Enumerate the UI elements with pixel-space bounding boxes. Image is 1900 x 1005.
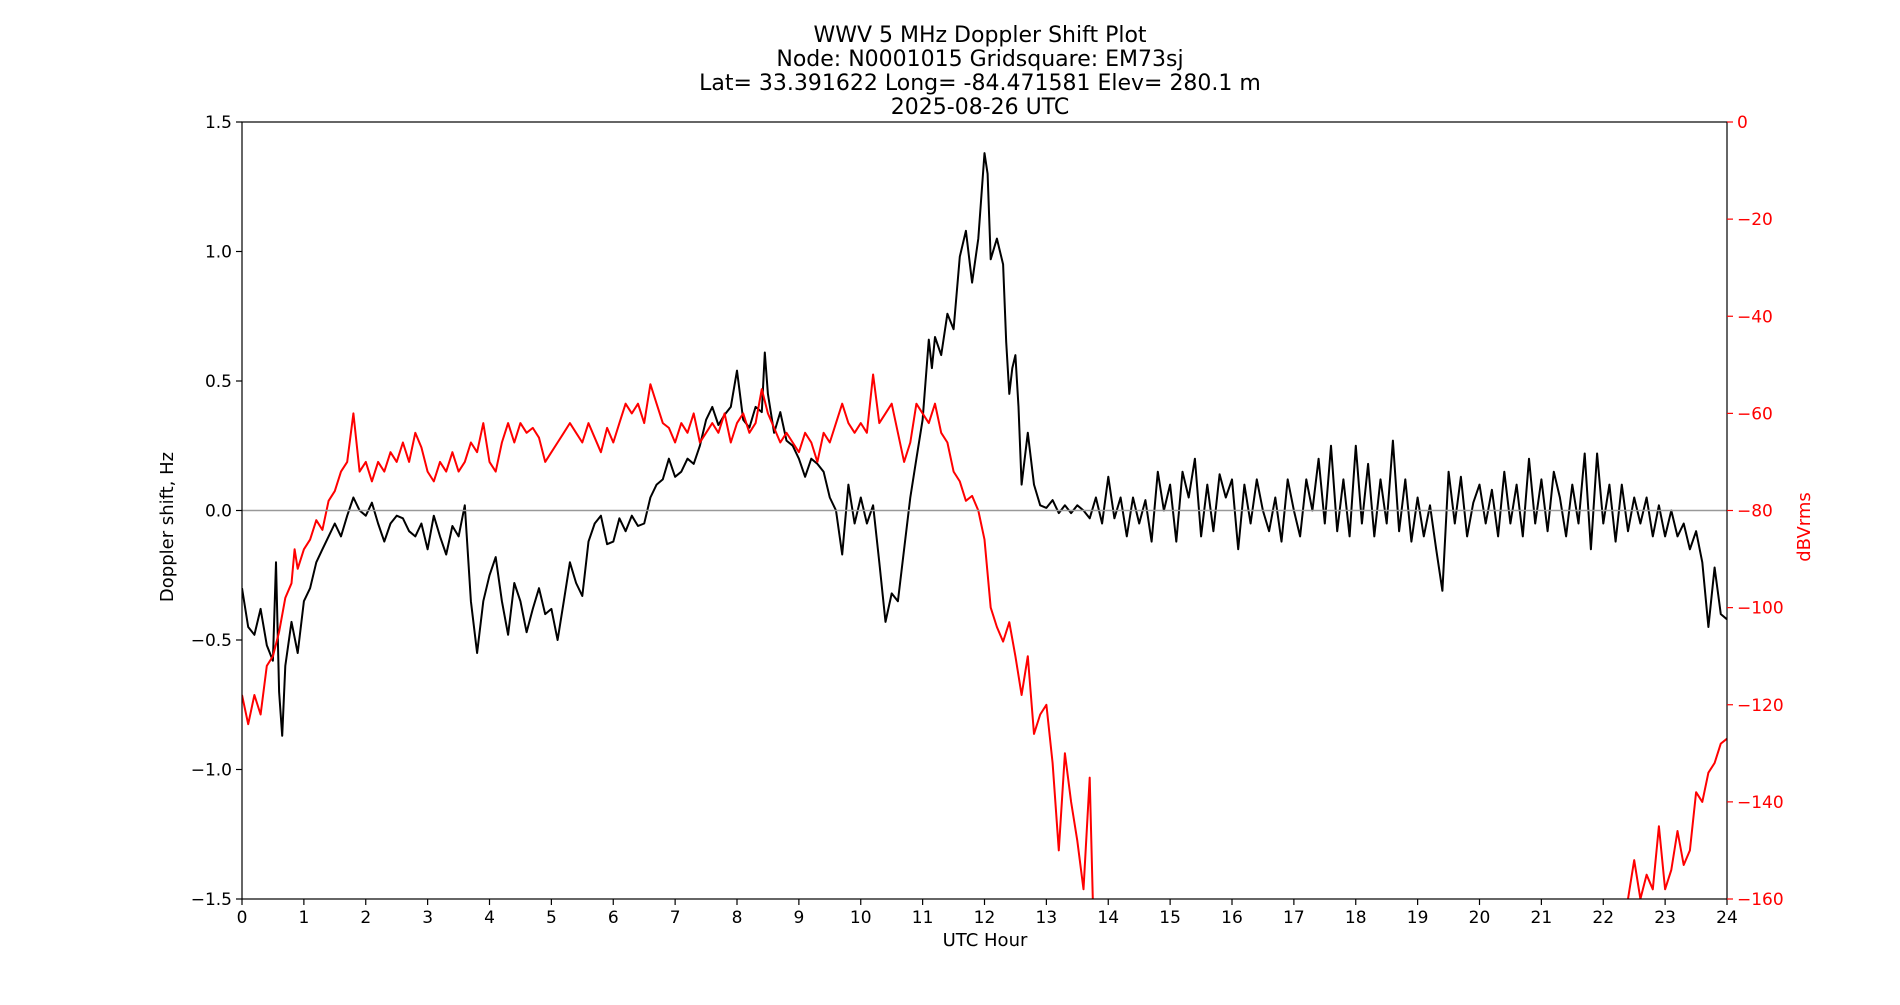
y-right-tick-label: −100 (1737, 599, 1784, 619)
x-tick-label: 0 (237, 908, 248, 928)
y-right-tick-label: −140 (1737, 793, 1784, 813)
x-tick-label: 9 (793, 908, 804, 928)
x-tick-label: 23 (1654, 908, 1676, 928)
x-tick-label: 7 (670, 908, 681, 928)
x-tick-label: 5 (546, 908, 557, 928)
title-line-4: 2025-08-26 UTC (891, 95, 1069, 120)
x-tick-label: 1 (298, 908, 309, 928)
y-right-tick-label: −40 (1737, 307, 1773, 327)
x-tick-label: 15 (1159, 908, 1181, 928)
y-left-tick-label: 1.0 (205, 243, 232, 263)
y-axis-right-label: dBVrms (1794, 492, 1815, 562)
x-axis: 0 1 2 3 4 5 6 7 8 9 10 11 12 13 14 15 16 17 18 19 20 21 22 23 24 (237, 899, 1738, 928)
x-tick-label: 19 (1407, 908, 1429, 928)
series-line-1-segment-1 (242, 152, 1727, 737)
x-tick-label: 18 (1345, 908, 1367, 928)
y-right-tick-label: 0 (1737, 113, 1748, 133)
x-tick-label: 21 (1531, 908, 1553, 928)
y-left-tick-label: 1.5 (205, 113, 232, 133)
x-tick-label: 8 (732, 908, 743, 928)
y-axis-left: 1.5 1.0 0.5 0.0 −0.5 −1.0 −1.5 (191, 113, 242, 910)
y-right-tick-label: −20 (1737, 210, 1773, 230)
x-tick-label: 11 (912, 908, 934, 928)
x-tick-label: 2 (360, 908, 371, 928)
x-axis-label: UTC Hour (943, 930, 1028, 951)
x-tick-label: 6 (608, 908, 619, 928)
x-tick-label: 14 (1097, 908, 1119, 928)
y-right-tick-label: −80 (1737, 502, 1773, 522)
x-tick-label: 3 (422, 908, 433, 928)
x-tick-label: 13 (1036, 908, 1058, 928)
x-tick-label: 24 (1716, 908, 1738, 928)
x-tick-label: 17 (1283, 908, 1305, 928)
y-left-tick-label: −1.0 (191, 761, 232, 781)
y-left-tick-label: −0.5 (191, 631, 232, 651)
x-tick-label: 20 (1469, 908, 1491, 928)
x-tick-label: 10 (850, 908, 872, 928)
y-left-tick-label: −1.5 (191, 890, 232, 910)
title-line-1: WWV 5 MHz Doppler Shift Plot (813, 23, 1146, 48)
series-group (242, 152, 1727, 899)
x-tick-label: 16 (1221, 908, 1243, 928)
x-tick-label: 4 (484, 908, 495, 928)
series-line-2-segment-2 (1627, 737, 1727, 899)
x-tick-label: 12 (974, 908, 996, 928)
y-left-tick-label: 0.5 (205, 372, 232, 392)
title-line-2: Node: N0001015 Gridsquare: EM73sj (776, 47, 1183, 72)
y-axis-right: 0 −20 −40 −60 −80 −100 −120 −140 −160 (1727, 113, 1784, 910)
x-tick-label: 22 (1592, 908, 1614, 928)
chart-title: WWV 5 MHz Doppler Shift Plot Node: N0001… (699, 23, 1261, 120)
y-axis-left-label: Doppler shift, Hz (157, 452, 178, 602)
y-right-tick-label: −60 (1737, 404, 1773, 424)
y-right-tick-label: −160 (1737, 890, 1784, 910)
series-line-2-segment-1 (242, 373, 1094, 899)
title-line-3: Lat= 33.391622 Long= -84.471581 Elev= 28… (699, 71, 1261, 96)
y-right-tick-label: −120 (1737, 696, 1784, 716)
y-left-tick-label: 0.0 (205, 502, 232, 522)
